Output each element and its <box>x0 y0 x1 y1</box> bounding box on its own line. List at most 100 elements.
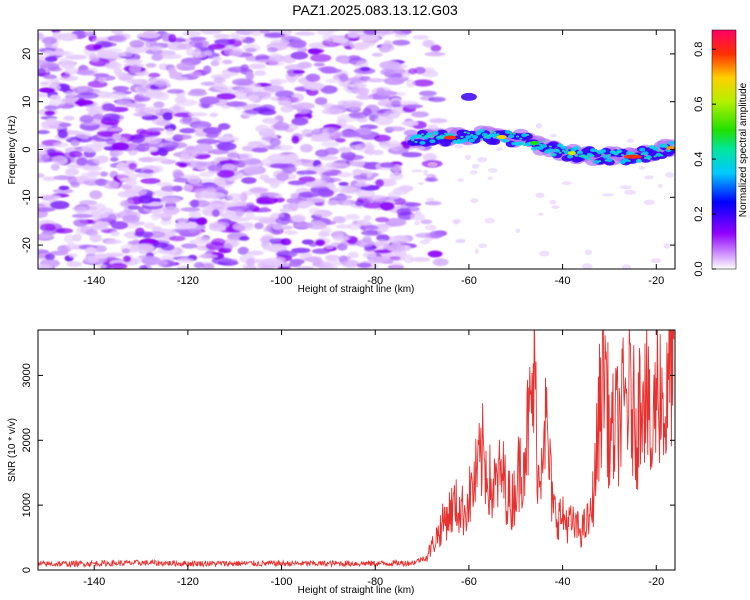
heatmap-blob <box>584 249 593 256</box>
heatmap-blob <box>192 48 201 58</box>
heatmap-blob <box>434 133 438 136</box>
heatmap-blob <box>142 30 157 39</box>
heatmap-blob <box>38 264 53 269</box>
heatmap-blob <box>127 149 138 156</box>
heatmap-blob <box>620 154 625 156</box>
heatmap-blob <box>521 133 528 138</box>
heatmap-blob <box>40 81 50 87</box>
heatmap-blob <box>243 166 265 175</box>
heatmap-blob <box>275 216 291 226</box>
heatmap-blob <box>415 210 422 216</box>
heatmap-blob <box>280 238 292 246</box>
heatmap-blob <box>153 165 164 173</box>
heatmap-blob <box>90 211 103 219</box>
heatmap-blob <box>427 162 438 167</box>
heatmap-blob <box>460 135 464 138</box>
x-tick-label: -20 <box>648 576 664 588</box>
heatmap-blob <box>232 217 251 222</box>
heatmap-blob <box>264 32 286 38</box>
heatmap-blob <box>166 89 185 94</box>
spectrogram-y-ticks: -20 -10 0 10 20 <box>21 48 675 253</box>
heatmap-blob <box>335 137 346 143</box>
heatmap-blob <box>530 146 538 151</box>
heatmap-blob <box>267 243 288 253</box>
heatmap-blob <box>232 78 254 86</box>
heatmap-blob <box>347 251 359 259</box>
heatmap-blob <box>380 162 396 168</box>
heatmap-blob <box>125 178 138 187</box>
heatmap-blob <box>230 32 240 39</box>
heatmap-blob <box>375 30 391 35</box>
colorbar-ticks: 0.0 0.2 0.4 0.6 0.8 <box>693 42 716 277</box>
heatmap-blob <box>443 132 448 135</box>
heatmap-blob <box>245 71 254 81</box>
heatmap-blob <box>246 202 255 211</box>
heatmap-blob <box>160 219 173 226</box>
heatmap-blob <box>261 117 279 124</box>
heatmap-blob <box>51 156 64 161</box>
heatmap-blob <box>657 183 663 188</box>
heatmap-blob <box>414 66 426 75</box>
x-tick-label: -80 <box>367 576 383 588</box>
heatmap-blob <box>522 144 526 147</box>
heatmap-blob <box>392 30 402 34</box>
heatmap-blob <box>655 152 662 157</box>
heatmap-blob <box>138 90 157 98</box>
spectrogram-heatmap <box>38 30 675 269</box>
heatmap-blob <box>181 243 198 249</box>
heatmap-blob <box>260 206 270 212</box>
heatmap-blob <box>463 131 467 134</box>
heatmap-blob <box>561 181 572 186</box>
heatmap-blob <box>355 143 371 152</box>
heatmap-blob <box>339 73 349 83</box>
heatmap-blob <box>291 93 304 102</box>
heatmap-blob <box>200 81 216 86</box>
heatmap-blob <box>293 222 314 228</box>
y-tick-label: 0 <box>21 146 33 152</box>
heatmap-blob <box>489 130 493 133</box>
heatmap-blob <box>322 34 340 41</box>
heatmap-blob <box>254 70 266 77</box>
heatmap-blob <box>644 175 654 180</box>
heatmap-blob <box>163 206 180 215</box>
heatmap-blob <box>429 139 436 144</box>
heatmap-blob <box>227 38 243 48</box>
heatmap-blob <box>38 93 49 98</box>
heatmap-blob <box>46 148 56 154</box>
heatmap-blob <box>347 30 368 34</box>
heatmap-blob <box>112 133 122 141</box>
heatmap-blob <box>321 260 342 267</box>
heatmap-blob <box>152 242 169 249</box>
heatmap-blob <box>209 203 226 208</box>
heatmap-blob <box>484 217 495 224</box>
heatmap-blob <box>426 132 433 137</box>
heatmap-blob <box>95 178 107 187</box>
heatmap-blob <box>437 135 441 138</box>
heatmap-blob <box>64 66 78 75</box>
heatmap-blob <box>254 222 264 230</box>
heatmap-blob <box>136 143 150 152</box>
heatmap-blob <box>614 153 618 156</box>
chart-title: PAZ1.2025.083.13.12.G03 <box>292 2 458 18</box>
heatmap-blob <box>112 85 129 92</box>
heatmap-blob <box>168 67 177 76</box>
heatmap-blob <box>539 250 550 257</box>
heatmap-blob <box>466 132 470 135</box>
heatmap-blob <box>102 113 121 121</box>
heatmap-blob <box>606 158 613 163</box>
x-tick-label: -100 <box>271 576 293 588</box>
heatmap-blob <box>63 234 75 244</box>
heatmap-blob <box>638 166 646 170</box>
heatmap-blob <box>203 50 213 56</box>
heatmap-blob <box>371 52 383 57</box>
heatmap-blob <box>277 96 292 105</box>
heatmap-blob <box>198 253 218 259</box>
heatmap-blob <box>129 64 142 74</box>
heatmap-blob <box>186 160 207 168</box>
heatmap-blob <box>545 149 549 152</box>
heatmap-blob <box>311 128 323 135</box>
heatmap-blob <box>422 135 429 140</box>
heatmap-blob <box>422 153 437 162</box>
heatmap-blob <box>617 150 621 153</box>
x-tick-label: -40 <box>555 275 571 287</box>
